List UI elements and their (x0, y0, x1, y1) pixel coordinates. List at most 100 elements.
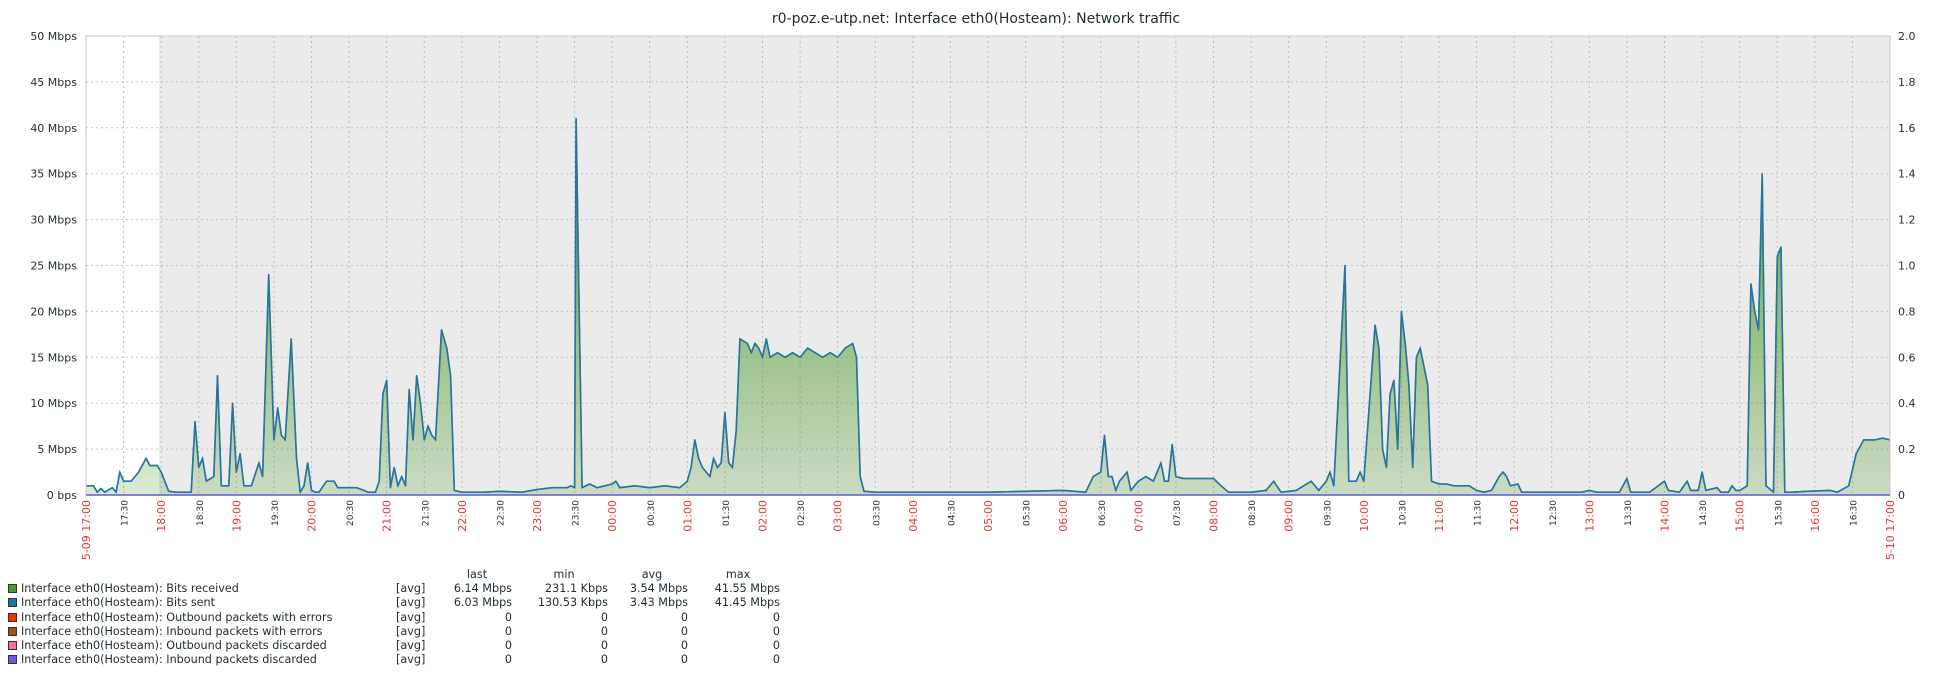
legend-min: 0 (600, 610, 608, 624)
y-left-tick-label: 35 Mbps (30, 168, 77, 181)
legend-avg: 0 (680, 624, 688, 638)
legend-row: Interface eth0(Hosteam): Bits received [… (8, 582, 784, 596)
legend-function: [avg] (396, 624, 426, 638)
x-tick-label: 17:30 (121, 500, 131, 526)
legend-row: Interface eth0(Hosteam): Outbound packet… (8, 611, 784, 625)
legend-rows: Interface eth0(Hosteam): Bits received [… (8, 582, 784, 667)
x-tick-label: 11:00 (1433, 500, 1446, 532)
legend-header-last: last (466, 568, 488, 581)
y-axis-right: 2.0 1.8 1.6 1.4 1.2 1.0 0.8 0.6 0.4 0.2 0 (1898, 30, 1916, 502)
x-tick-label: 21:30 (421, 500, 431, 526)
x-tick-label: 16:30 (1849, 500, 1859, 526)
x-tick-label: 03:00 (832, 500, 845, 532)
y-left-tick-label: 50 Mbps (30, 30, 77, 43)
legend-last: 0 (504, 638, 512, 652)
legend-avg: 0 (680, 638, 688, 652)
legend-row: Interface eth0(Hosteam): Inbound packets… (8, 625, 784, 639)
legend-last: 0 (504, 653, 512, 667)
series-bits-sent-line (86, 117, 1891, 493)
x-tick-label: 19:30 (271, 500, 281, 526)
x-tick-label: 05:00 (982, 500, 995, 532)
y-right-tick-label: 1.2 (1898, 214, 1916, 227)
y-right-tick-label: 2.0 (1898, 30, 1916, 43)
x-tick-label: 10:00 (1358, 500, 1371, 532)
x-tick-label: 11:30 (1474, 500, 1484, 526)
y-right-tick-label: 0.8 (1898, 305, 1916, 318)
legend-avg: 3.54 Mbps (629, 582, 688, 596)
legend-header-min: min (553, 568, 575, 581)
x-tick-label: 13:00 (1583, 500, 1596, 532)
y-left-tick-label: 0 bps (47, 489, 77, 502)
x-tick-label: 04:30 (947, 500, 957, 526)
legend-avg: 0 (680, 653, 688, 667)
x-tick-label: 23:00 (531, 500, 544, 532)
x-tick-label: 18:00 (155, 500, 168, 532)
x-tick-label: 12:30 (1549, 500, 1559, 526)
x-tick-label: 06:30 (1098, 500, 1108, 526)
y-right-tick-label: 1.4 (1898, 168, 1916, 181)
legend-max: 0 (772, 638, 780, 652)
x-tick-label: 20:00 (306, 500, 319, 532)
x-tick-label: 07:00 (1132, 500, 1145, 532)
x-tick-label: 08:30 (1248, 500, 1258, 526)
x-tick-label: 01:00 (681, 500, 694, 532)
legend-swatch (8, 598, 17, 608)
y-left-tick-label: 30 Mbps (30, 214, 77, 227)
x-tick-label: 02:00 (757, 500, 770, 532)
x-axis: 05-09 17:00 17:30 18:00 18:30 19:00 19:30 20:0… (80, 500, 1897, 560)
legend-header: last min avg max (8, 568, 784, 582)
y-axis-left: 50 Mbps 45 Mbps 40 Mbps 35 Mbps 30 Mbps 25 Mb… (30, 30, 77, 502)
legend-header-max: max (725, 568, 751, 581)
legend-row: Interface eth0(Hosteam): Bits sent [avg]… (8, 596, 784, 610)
y-right-tick-label: 1.0 (1898, 260, 1916, 273)
y-left-tick-label: 5 Mbps (37, 443, 77, 456)
legend-last: 0 (504, 610, 512, 624)
legend-function: [avg] (396, 638, 426, 652)
y-left-tick-label: 40 Mbps (30, 122, 77, 135)
legend-avg: 3.43 Mbps (629, 596, 688, 610)
y-left-tick-label: 15 Mbps (30, 351, 77, 364)
y-right-tick-label: 1.6 (1898, 122, 1916, 135)
y-right-tick-label: 0.4 (1898, 397, 1916, 410)
legend-max: 41.45 Mbps (714, 596, 780, 610)
x-tick-label: 10:30 (1398, 500, 1408, 526)
x-tick-label: 14:00 (1659, 500, 1672, 532)
legend: last min avg max Interface eth0(Hosteam)… (8, 568, 784, 667)
legend-max: 0 (772, 624, 780, 638)
y-left-tick-label: 45 Mbps (30, 76, 77, 89)
legend-series-name: Interface eth0(Hosteam): Outbound packet… (21, 638, 327, 652)
grid-lines (86, 36, 1890, 495)
x-tick-label: 15:00 (1734, 500, 1747, 532)
x-tick-label: 23:30 (572, 500, 582, 526)
y-left-tick-label: 10 Mbps (30, 397, 77, 410)
x-tick-label: 09:30 (1323, 500, 1333, 526)
y-right-tick-label: 0.2 (1898, 443, 1916, 456)
x-tick-label: 00:00 (606, 500, 619, 532)
x-tick-label: 02:30 (797, 500, 807, 526)
legend-swatch (8, 655, 17, 665)
x-tick-label: 22:30 (496, 500, 506, 526)
legend-min: 0 (600, 638, 608, 652)
y-right-tick-label: 0 (1898, 489, 1905, 502)
legend-swatch (8, 640, 17, 650)
x-tick-label: 04:00 (907, 500, 920, 532)
legend-last: 0 (504, 624, 512, 638)
legend-swatch (8, 612, 17, 622)
chart-title: r0-poz.e-utp.net: Interface eth0(Hosteam… (772, 11, 1180, 27)
legend-row: Interface eth0(Hosteam): Inbound packets… (8, 653, 784, 667)
x-tick-label: 05-10 17:00 (1884, 500, 1897, 560)
legend-min: 130.53 Kbps (537, 596, 608, 610)
x-tick-label: 16:00 (1809, 500, 1822, 532)
legend-max: 0 (772, 653, 780, 667)
x-tick-label: 09:00 (1283, 500, 1296, 532)
series-bits-received-area (86, 118, 1890, 495)
legend-series-name: Interface eth0(Hosteam): Outbound packet… (21, 610, 333, 624)
x-tick-label: 05-09 17:00 (80, 500, 93, 560)
legend-avg: 0 (680, 610, 688, 624)
legend-series-name: Interface eth0(Hosteam): Inbound packets… (21, 624, 323, 638)
y-right-tick-label: 0.6 (1898, 351, 1916, 364)
legend-min: 0 (600, 624, 608, 638)
legend-series-name: Interface eth0(Hosteam): Bits sent (21, 596, 216, 610)
legend-function: [avg] (396, 653, 426, 667)
y-right-tick-label: 1.8 (1898, 76, 1916, 89)
